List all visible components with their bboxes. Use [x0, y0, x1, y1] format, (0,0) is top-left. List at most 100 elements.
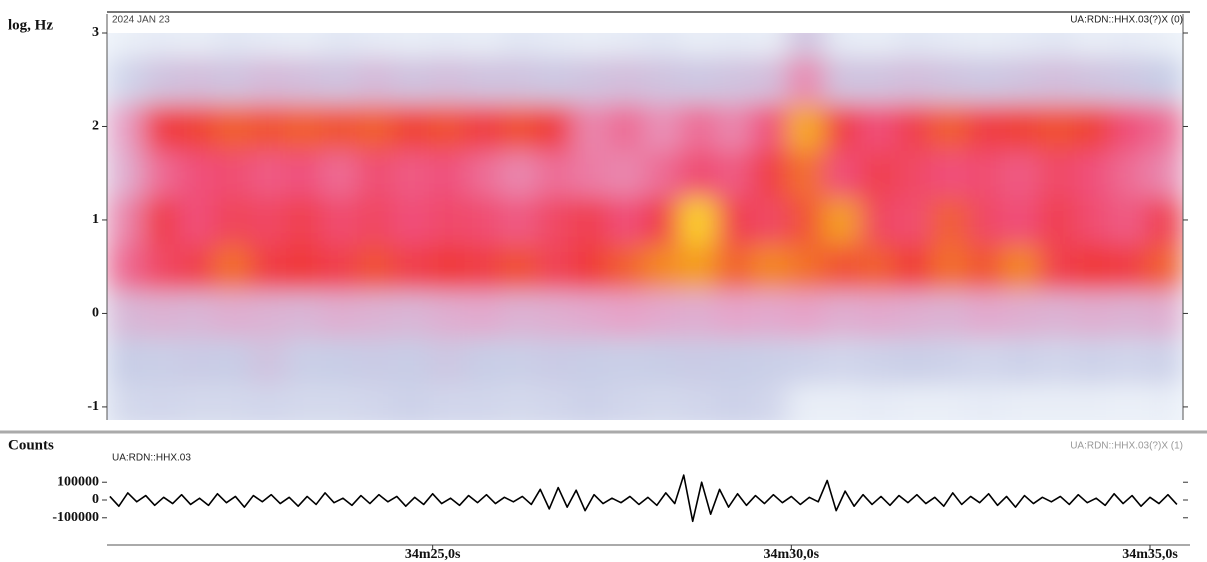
heat-cell	[930, 382, 969, 420]
heat-cell	[679, 33, 718, 58]
heat-cell	[608, 102, 646, 151]
heat-cell	[1002, 55, 1041, 105]
y-tick-label: 0	[92, 306, 99, 321]
heat-cell	[357, 148, 395, 198]
heat-cell	[895, 33, 933, 58]
heat-cell	[859, 289, 898, 338]
heat-cell	[213, 289, 252, 338]
heat-cell	[715, 242, 754, 292]
heat-cell	[751, 289, 790, 338]
heat-cell	[572, 55, 611, 105]
heat-cell	[213, 33, 252, 58]
heat-cell	[249, 242, 288, 292]
heat-cell	[823, 289, 862, 338]
heat-cell	[823, 33, 862, 58]
heat-cell	[715, 102, 754, 151]
heat-cell	[285, 382, 324, 420]
heat-cell	[213, 102, 252, 151]
y-tick-label: -100000	[52, 510, 99, 525]
heat-cell	[428, 55, 467, 105]
heat-cell	[285, 33, 324, 58]
heat-cell	[357, 289, 395, 338]
heat-cell	[249, 195, 288, 245]
heat-cell	[715, 335, 754, 385]
heat-cell	[500, 289, 539, 338]
heat-cell	[644, 289, 682, 338]
heat-cell	[1074, 335, 1113, 385]
heat-cell	[572, 195, 611, 245]
heat-cell	[895, 242, 933, 292]
heat-cell	[823, 242, 862, 292]
heat-cell	[1146, 148, 1183, 198]
heat-cell	[285, 242, 324, 292]
heat-cell	[249, 148, 288, 198]
heat-cell	[1146, 33, 1183, 58]
heat-cell	[1110, 382, 1149, 420]
heat-cell	[249, 382, 288, 420]
heat-cell	[895, 148, 933, 198]
heat-cell	[715, 382, 754, 420]
heat-cell	[428, 148, 467, 198]
y-tick-label: 3	[92, 25, 99, 40]
heat-cell	[859, 148, 898, 198]
heat-cell	[392, 55, 431, 105]
heat-cell	[787, 55, 826, 105]
heat-cell	[751, 382, 790, 420]
heat-cell	[823, 148, 862, 198]
heat-cell	[787, 289, 826, 338]
heat-cell	[608, 195, 646, 245]
heat-cell	[679, 195, 718, 245]
heat-cell	[392, 195, 431, 245]
heat-cell	[141, 195, 180, 245]
heat-cell	[715, 33, 754, 58]
heat-cell	[285, 102, 324, 151]
heat-cell	[1074, 55, 1113, 105]
heat-cell	[500, 242, 539, 292]
heat-cell	[823, 195, 862, 245]
heat-cell	[823, 382, 862, 420]
spectrogram-cells	[107, 33, 1183, 420]
heat-cell	[1110, 289, 1149, 338]
heat-cell	[213, 382, 252, 420]
heat-cell	[249, 335, 288, 385]
heat-cell	[249, 33, 288, 58]
heat-cell	[787, 242, 826, 292]
heat-cell	[1038, 195, 1077, 245]
heat-cell	[715, 148, 754, 198]
heat-cell	[608, 242, 646, 292]
heat-cell	[787, 148, 826, 198]
heat-cell	[1146, 242, 1183, 292]
heat-cell	[608, 55, 646, 105]
heat-cell	[107, 242, 144, 292]
heat-cell	[1146, 102, 1183, 151]
heat-cell	[107, 102, 144, 151]
heat-cell	[1074, 195, 1113, 245]
heat-cell	[177, 102, 216, 151]
heat-cell	[141, 55, 180, 105]
heat-cell	[464, 195, 503, 245]
heat-cell	[141, 242, 180, 292]
x-tick-label: 34m25,0s	[405, 547, 461, 562]
heat-cell	[500, 33, 539, 58]
heat-cell	[679, 242, 718, 292]
heat-cell	[572, 382, 611, 420]
heat-cell	[1110, 195, 1149, 245]
heat-cell	[321, 382, 360, 420]
heat-cell	[357, 242, 395, 292]
heat-cell	[213, 242, 252, 292]
heat-cell	[464, 289, 503, 338]
heat-cell	[464, 382, 503, 420]
heat-cell	[1146, 55, 1183, 105]
y-tick-label: 0	[92, 492, 99, 507]
heat-cell	[966, 195, 1005, 245]
heat-cell	[787, 382, 826, 420]
heat-cell	[141, 148, 180, 198]
heat-cell	[1146, 382, 1183, 420]
heat-cell	[1038, 102, 1077, 151]
heat-cell	[500, 335, 539, 385]
heat-cell	[536, 335, 575, 385]
heat-cell	[428, 195, 467, 245]
heat-cell	[608, 148, 646, 198]
heat-cell	[644, 335, 682, 385]
